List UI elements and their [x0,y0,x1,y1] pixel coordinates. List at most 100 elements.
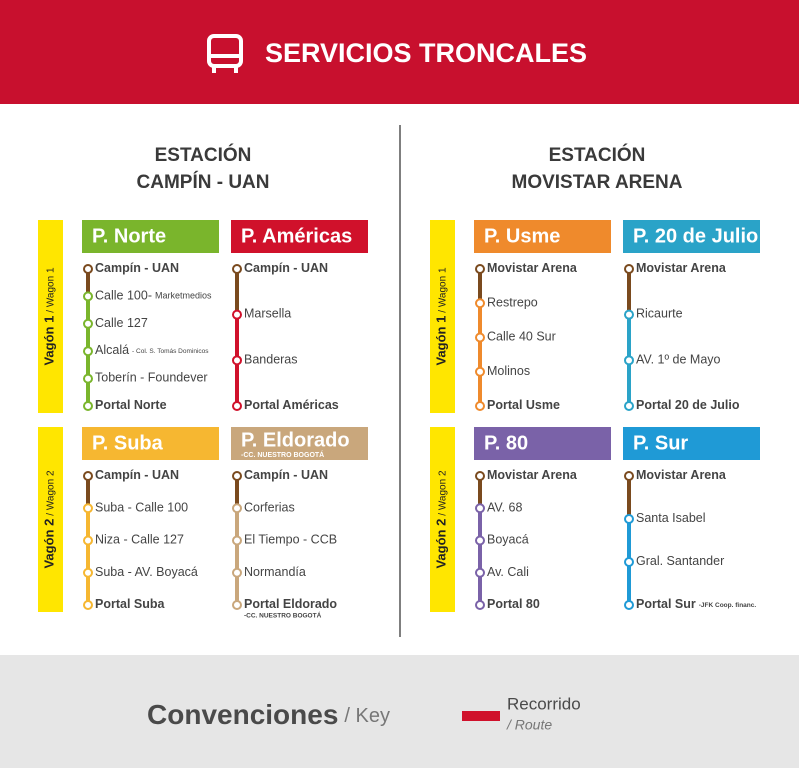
wagon-name: Vagón 2 [42,519,57,569]
stop-label: Campín - UAN [244,468,328,482]
stop-dot [232,355,242,366]
stop-name: Ricaurte [636,307,683,321]
stop-name: Normandía [244,565,306,579]
stop-dot [475,503,485,514]
wagon-name-en: / Wagon 2 [437,470,448,516]
stop-name: Portal Américas [244,398,339,412]
stop-name: Portal Suba [95,597,166,611]
stop-label: Campín - UAN [95,468,179,482]
stop-dot [83,600,93,610]
stop-name: Gral. Santander [636,554,724,568]
stop-label: Campín - UAN [244,261,328,275]
stop-dot [232,503,242,514]
stop-dot [83,471,93,481]
stop-label: Ricaurte [636,307,683,321]
legend-title: Convenciones / Key [147,699,390,730]
wagon-name-en: / Wagon 2 [45,470,56,516]
legend-item: Recorrido [507,694,581,713]
route-header [623,220,760,253]
stop-name: Campín - UAN [95,468,179,482]
station-title: ESTACIÓN [549,144,646,166]
route-header [82,220,219,253]
stop-note: Marketmedios [155,291,212,301]
stop-name: Santa Isabel [636,511,706,525]
stop-name: Portal Sur [636,597,696,611]
stop-dot [624,355,634,366]
stop-dot [83,318,93,329]
stop-label: Campín - UAN [95,261,179,275]
stop-dot [475,600,485,610]
stop-dot [624,600,634,610]
route-header [231,220,368,253]
stop-label: Movistar Arena [636,261,727,275]
stop-dot [83,346,93,357]
stop-dot [232,264,242,274]
stop-dot [624,471,634,481]
wagon-name: Vagón 1 [42,316,57,366]
wagon-name: Vagón 2 [434,519,449,569]
stop-name: Molinos [487,364,530,378]
route-name: P. Sur [633,432,688,454]
stop-name: Portal Norte [95,398,167,412]
route-subtitle: -CC. NUESTRO BOGOTÁ [241,450,324,459]
stop-name: AV. 68 [487,501,522,515]
stop-label: Calle 127 [95,316,148,330]
stop-label: Portal Américas [244,398,339,412]
route-header [474,220,611,253]
stop-dot [475,264,485,274]
route-header [82,427,219,460]
stop-label: Boyacá [487,533,529,547]
stop-label: Banderas [244,353,298,367]
stop-dot [232,535,242,546]
stop-name: Calle 40 Sur [487,330,556,344]
route-name: P. Suba [92,432,164,454]
stop-name: Movistar Arena [487,261,578,275]
route-header [474,427,611,460]
stop-label: Suba - AV. Boyacá [95,565,198,579]
stop-dot [83,401,93,411]
stop-label: Normandía [244,565,306,579]
wagon-label: Vagón 1 / Wagon 1 [42,267,57,366]
legend-swatch [462,711,500,721]
stop-name: Calle 100- [95,289,152,303]
stop-dot [624,309,634,320]
stop-label: Av. Cali [487,565,529,579]
stop-dot [83,291,93,302]
wagon-label: Vagón 1 / Wagon 1 [434,267,449,366]
wagon-bar [430,427,455,612]
stop-name: Portal 80 [487,597,540,611]
stop-label: Marsella [244,307,291,321]
stop-dot [232,567,242,578]
stop-label: Restrepo [487,296,538,310]
stop-name: Campín - UAN [244,261,328,275]
stop-name: Campín - UAN [95,261,179,275]
stop-name: Campín - UAN [244,468,328,482]
stop-dot [475,535,485,546]
stop-note: -JFK Coop. financ. [699,602,757,609]
stop-label: Niza - Calle 127 [95,533,184,547]
legend-key: Convenciones [147,699,338,730]
stop-dot [232,600,242,610]
stop-name: Toberín - Foundever [95,371,208,385]
wagon-bar [38,220,63,413]
stop-label: Portal Usme [487,398,560,412]
stop-dot [475,366,485,377]
stop-label: Movistar Arena [487,261,578,275]
stop-name: Portal 20 de Julio [636,398,740,412]
stop-dot [232,401,242,411]
stop-dot [232,471,242,481]
stop-label: Toberín - Foundever [95,371,208,385]
stop-name: Movistar Arena [636,261,727,275]
stop-note: -CC. NUESTRO BOGOTÁ [244,611,322,620]
station-title: MOVISTAR ARENA [512,172,683,193]
stop-label: Portal Norte [95,398,167,412]
stop-name: Portal Usme [487,398,560,412]
stop-dot [475,298,485,309]
stop-label: Gral. Santander [636,554,724,568]
stop-name: Av. Cali [487,565,529,579]
stop-name: Boyacá [487,533,529,547]
header-title: SERVICIOS TRONCALES [265,38,587,68]
stop-dot [475,332,485,343]
stop-label: Alcalá - Col. S. Tomás Dominicos [95,343,209,357]
